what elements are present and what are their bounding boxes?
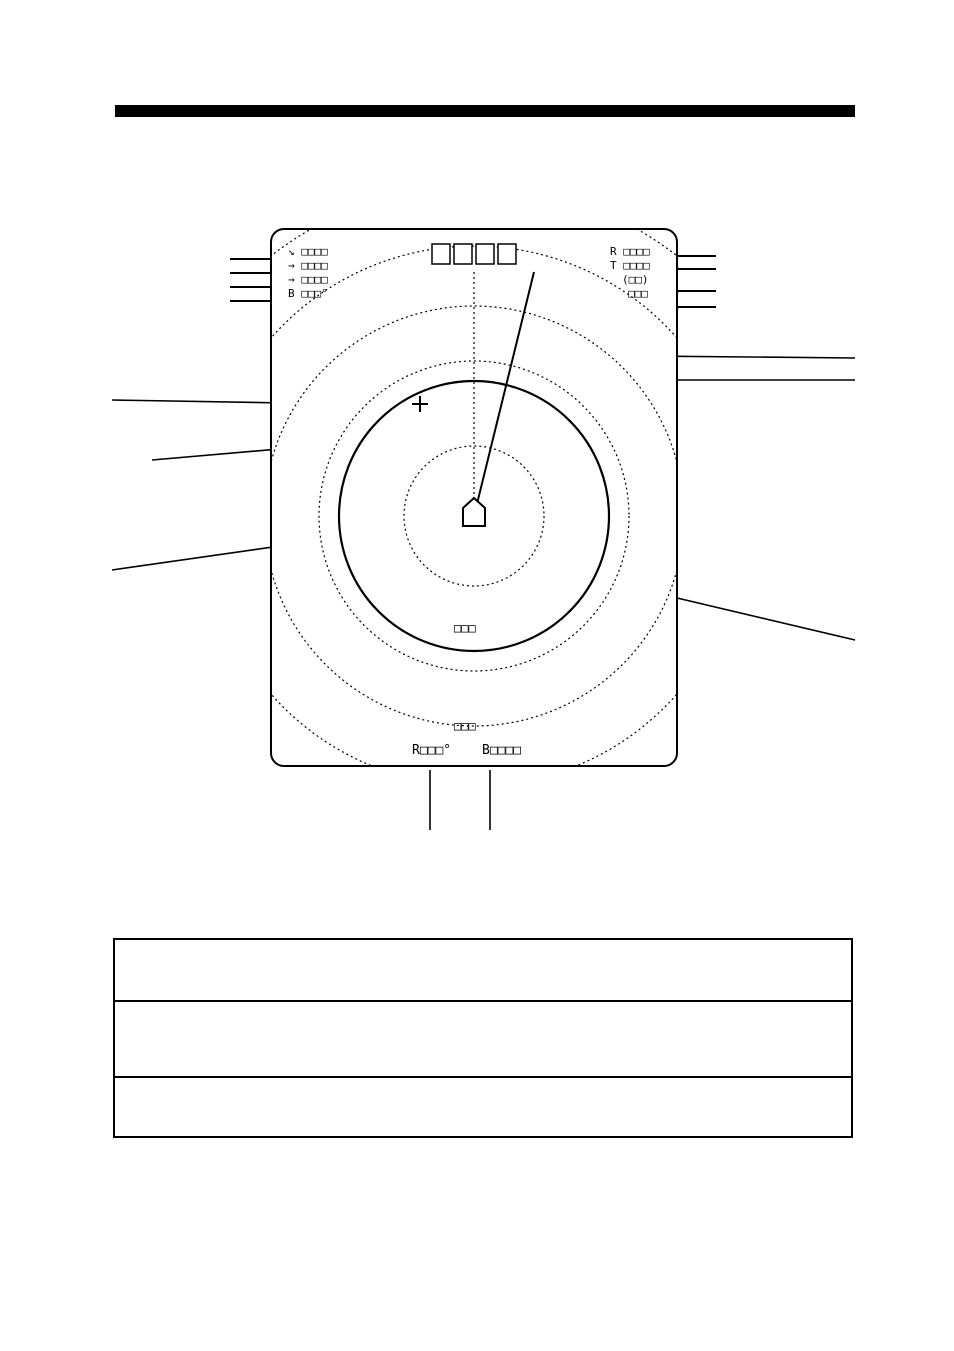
readout-mid-lower: □□□ <box>454 621 476 635</box>
svg-text:B □□□°: B □□□° <box>288 287 328 300</box>
table-row-divider <box>115 1076 851 1078</box>
svg-text:T □□□□: T □□□□ <box>610 259 650 272</box>
annot-tick <box>230 286 270 288</box>
readout-lower: □□□ <box>454 719 476 733</box>
info-table <box>113 938 853 1138</box>
annot-tick <box>230 272 270 274</box>
readout-bottom-r: R□□□° <box>412 743 451 758</box>
table-row-divider <box>115 1000 851 1002</box>
readout-bottom-b: B□□□□ <box>482 743 521 758</box>
radar-display: ↘ □□□□ → □□□□ → □□□□ B □□□° R □□□□ T □□□… <box>270 228 678 767</box>
radar-svg: ↘ □□□□ → □□□□ → □□□□ B □□□° R □□□□ T □□□… <box>272 230 676 765</box>
svg-text:R □□□□: R □□□□ <box>610 245 650 258</box>
svg-text:□□□: □□□ <box>628 287 648 300</box>
svg-text:→ □□□□: → □□□□ <box>288 259 328 272</box>
annot-tick <box>676 290 716 292</box>
annot-tick <box>230 300 270 302</box>
annot-tick <box>230 258 270 260</box>
header-rule <box>115 105 855 117</box>
svg-text:→ □□□□: → □□□□ <box>288 273 328 286</box>
annot-tick <box>676 306 716 308</box>
annot-tick <box>676 255 716 257</box>
annot-tick <box>676 268 716 270</box>
svg-text:↘ □□□□: ↘ □□□□ <box>288 245 328 258</box>
svg-text:(□□): (□□) <box>622 273 649 286</box>
